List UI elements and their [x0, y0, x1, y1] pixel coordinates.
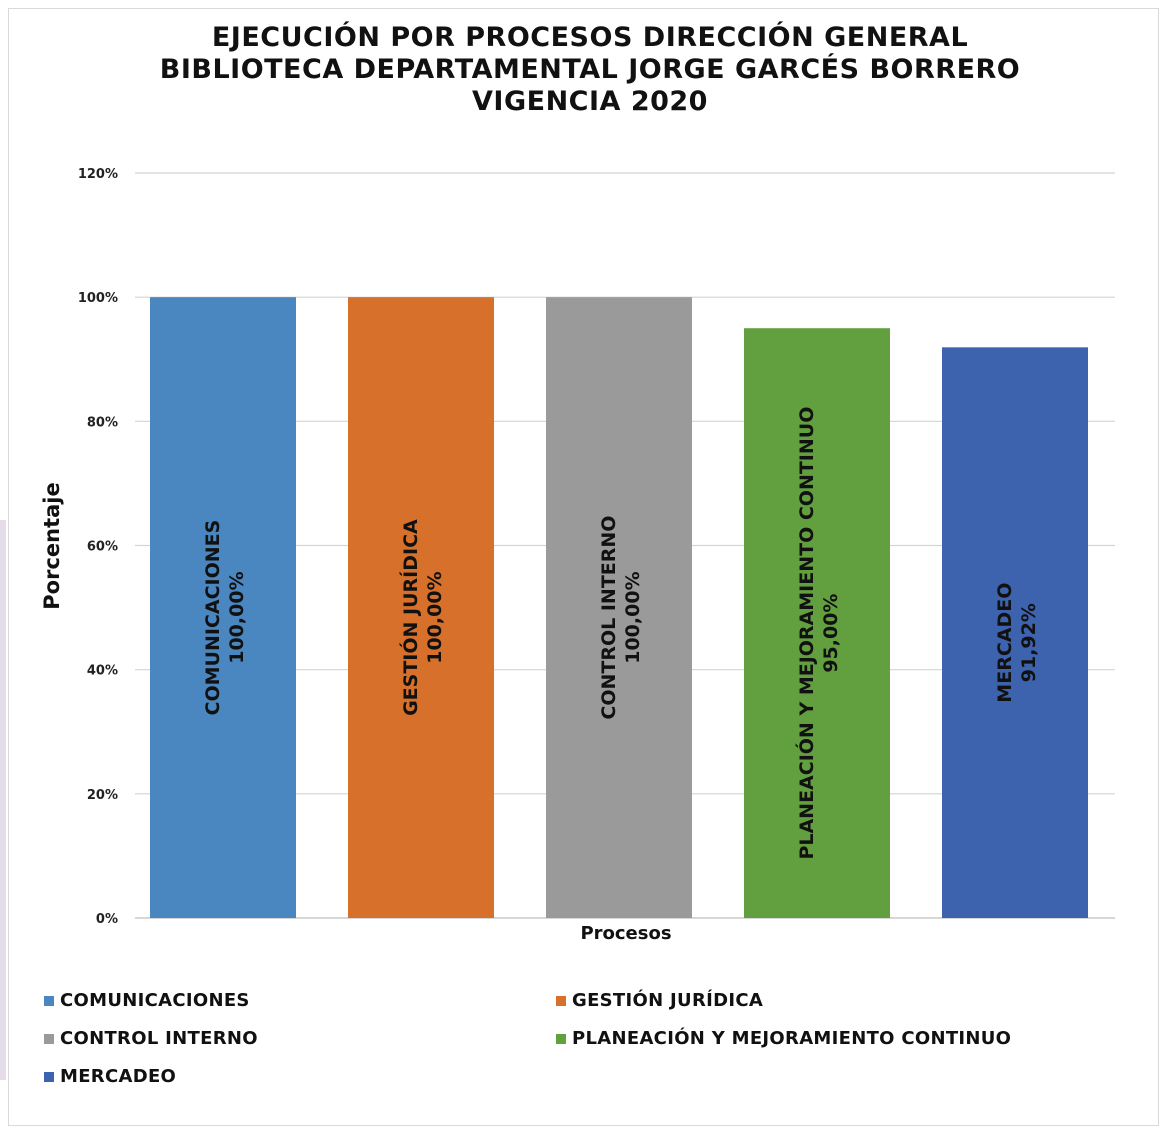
- chart-title-line-1: EJECUCIÓN POR PROCESOS DIRECCIÓN GENERAL: [211, 22, 969, 53]
- bar-category-label: COMUNICACIONES: [202, 520, 224, 716]
- bar-data-label: PLANEACIÓN Y MEJORAMIENTO CONTINUO 95,00%: [794, 407, 842, 860]
- y-tick-label: 20%: [87, 788, 118, 803]
- y-tick-label: 60%: [87, 540, 118, 555]
- bar: [744, 328, 890, 918]
- bar: [348, 297, 494, 919]
- y-tick-label: 80%: [87, 415, 118, 430]
- bar-category-label: MERCADEO: [994, 583, 1016, 703]
- bar-category-label: PLANEACIÓN Y MEJORAMIENTO CONTINUO: [794, 407, 818, 860]
- bar: [942, 347, 1088, 919]
- x-axis-label: Procesos: [580, 923, 672, 944]
- bar-category-label: CONTROL INTERNO: [598, 516, 620, 720]
- y-axis-label-text: Porcentaje: [40, 482, 64, 610]
- bar-data-label: CONTROL INTERNO 100,00%: [598, 516, 644, 720]
- bar-value-label: 100,00%: [622, 571, 644, 663]
- bar-value-label: 100,00%: [226, 571, 248, 663]
- left-edge-strip: [0, 520, 6, 1080]
- y-tick-label: 0%: [96, 912, 118, 927]
- y-tick-label: 100%: [78, 291, 118, 306]
- bar: [150, 297, 296, 919]
- bar-value-label: 95,00%: [820, 594, 842, 673]
- bar: [546, 297, 692, 919]
- bar-data-label: COMUNICACIONES 100,00%: [202, 520, 248, 716]
- bar-data-label: MERCADEO 91,92%: [994, 583, 1040, 703]
- y-tick-label: 120%: [78, 167, 118, 182]
- bar-value-label: 100,00%: [424, 571, 446, 663]
- y-tick-label: 40%: [87, 664, 118, 679]
- chart-title-line-2: BIBLIOTECA DEPARTAMENTAL JORGE GARCÉS BO…: [159, 54, 1021, 85]
- bar-category-label: GESTIÓN JURÍDICA: [398, 519, 422, 716]
- chart-title: EJECUCIÓN POR PROCESOS DIRECCIÓN GENERAL…: [0, 22, 1161, 118]
- chart-title-line-3: VIGENCIA 2020: [472, 86, 708, 117]
- bar-data-label: GESTIÓN JURÍDICA 100,00%: [398, 519, 446, 716]
- bar-value-label: 91,92%: [1018, 603, 1040, 682]
